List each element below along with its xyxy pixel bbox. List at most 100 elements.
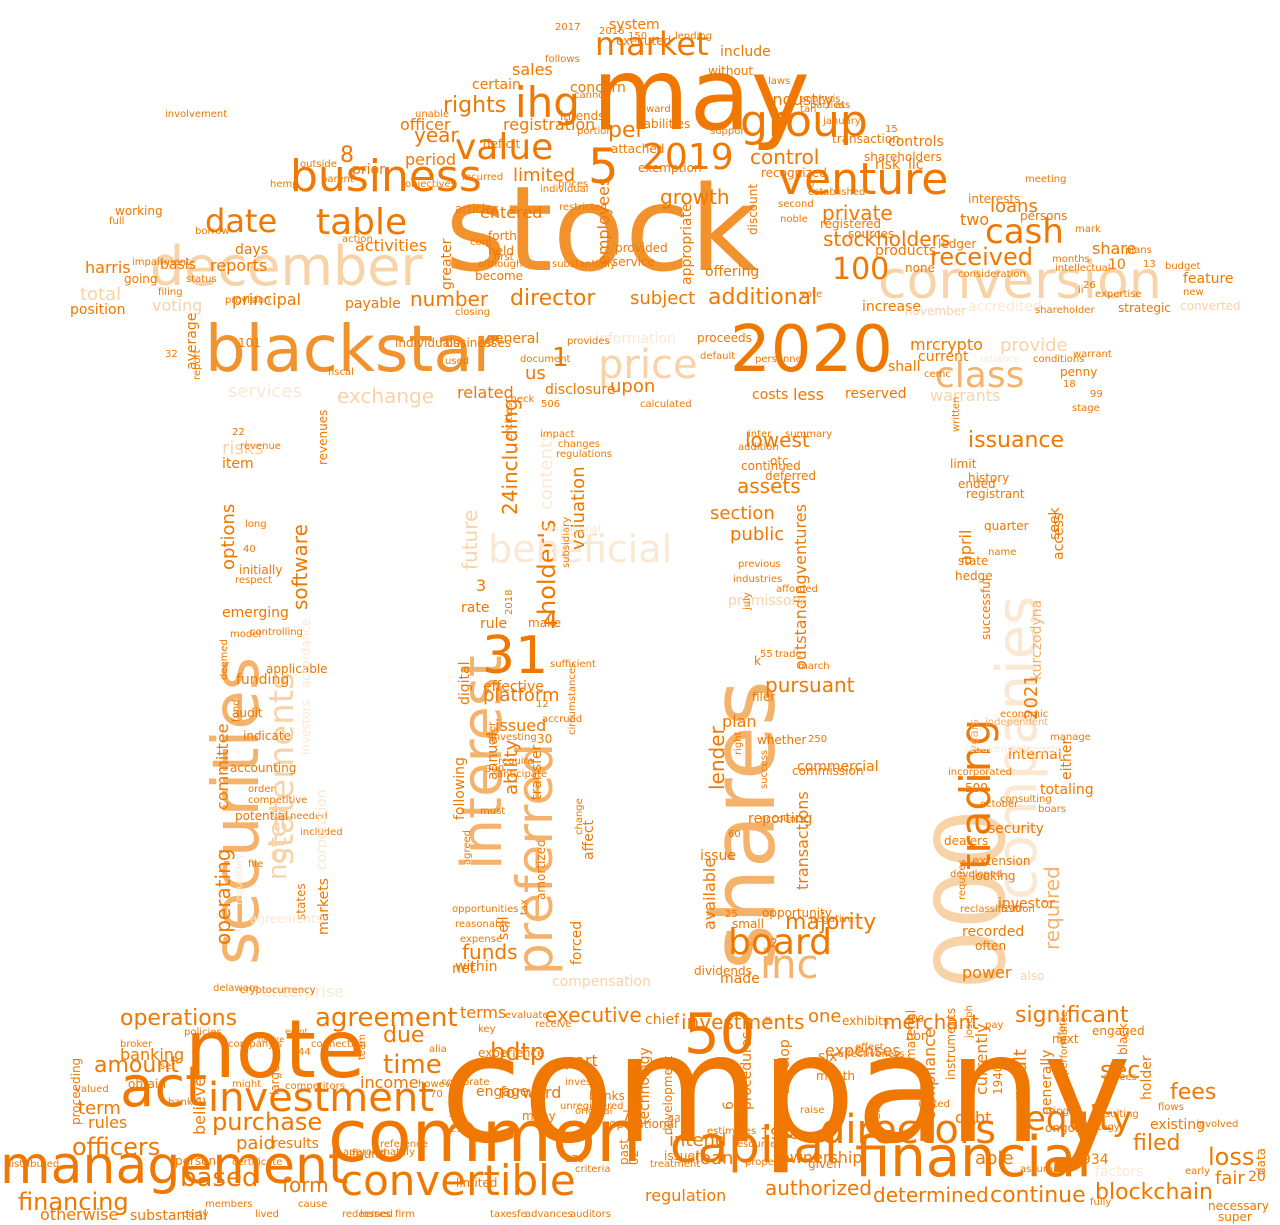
word-2016: 2016 [599, 26, 625, 37]
word-investor: investor [998, 896, 1055, 912]
word-6: 6 [721, 1101, 737, 1110]
word-investment: investment [208, 1075, 434, 1121]
word-plans: plans [1125, 245, 1152, 256]
word-laws: laws [768, 76, 791, 87]
word-name: name [988, 547, 1017, 558]
word-system: system [609, 17, 660, 33]
word-continue: continue [990, 1183, 1086, 1208]
word-found: found [352, 1147, 387, 1161]
word-personnel: personnel [755, 354, 805, 365]
word-31: 31 [482, 626, 549, 686]
word-due: due [383, 1023, 425, 1048]
word-initially: initially [239, 563, 283, 577]
word-action: action [342, 234, 373, 245]
word-investors: investors [299, 700, 313, 755]
word-18: 18 [1063, 379, 1076, 390]
word-44: 44 [298, 1047, 311, 1058]
word-regulatory: regulatory [234, 853, 245, 905]
word-reliance: reliance [980, 354, 1020, 365]
word-corp: corp [470, 237, 493, 248]
word-investing: investing [491, 732, 537, 743]
word-borrow: borrow [195, 226, 230, 237]
word-15: 15 [885, 124, 898, 135]
word-stock: stock [445, 160, 759, 298]
word-act: act [120, 1055, 208, 1120]
word-reports: reports [210, 256, 268, 275]
word-tan: tan [800, 104, 817, 115]
word-current: current [918, 349, 969, 365]
word-develop: develop [777, 1039, 793, 1095]
word-consulting: consulting [1000, 794, 1052, 805]
word-fair: fair [1215, 1168, 1245, 1189]
word-ats: ats [528, 1089, 544, 1100]
word-20: 20 [1248, 1169, 1266, 1185]
word-delaware: delaware [213, 983, 259, 994]
word-large: large [268, 1064, 282, 1095]
word-report: report [192, 349, 203, 380]
word-involvement: involvement [165, 109, 228, 120]
word-obtain: obtain [128, 1077, 166, 1091]
word-months: months [1052, 254, 1090, 265]
word-policies: policies [184, 1027, 222, 1038]
word-number: number [410, 287, 489, 311]
word-nature: nature [258, 1035, 285, 1044]
word-101: 101 [238, 336, 261, 350]
word-whether: whether [757, 733, 807, 747]
word-lending: lending [675, 31, 713, 42]
word-vote: vote [800, 289, 823, 300]
word-period: period [405, 150, 456, 169]
word-share: share [1092, 239, 1137, 258]
word-technology: technology [637, 1047, 653, 1125]
word-limit: limit [950, 457, 977, 471]
word-otc: otc [770, 454, 789, 468]
word-ats: ats [835, 100, 851, 111]
word-upon: upon [610, 376, 656, 397]
word-applicable: applicable [266, 662, 328, 676]
word-reclassification: reclassification [960, 904, 1035, 915]
word-held: held [488, 244, 514, 258]
word-evaluate: evaluate [505, 1010, 549, 1021]
word-k: k [754, 654, 761, 668]
word-strategic: strategic [1118, 301, 1171, 315]
word-provide: provide [1000, 335, 1068, 356]
word-total: total [80, 284, 122, 305]
word-harris: harris [85, 258, 131, 277]
word-100: 100 [832, 252, 890, 287]
word-amortized: amortized [534, 839, 548, 900]
word-fiscal: fiscal [328, 367, 354, 378]
word-needed: needed [290, 811, 328, 822]
word-300: 300 [485, 764, 505, 775]
word-restricted: restricted [559, 202, 607, 213]
word-otherwise: otherwise [40, 1205, 119, 1224]
word-filing: filing [158, 287, 183, 298]
word-warrant: warrant [1073, 349, 1112, 360]
word-b: b [808, 179, 815, 190]
word-400: 400 [905, 1014, 925, 1025]
word-using: using [1042, 1106, 1070, 1117]
word-recorded: recorded [962, 924, 1025, 940]
word-existing: existing [1150, 1117, 1205, 1133]
word-3: 3 [476, 576, 487, 595]
word-llc: llc [908, 157, 924, 173]
word-result: result [1010, 1049, 1031, 1100]
word-person: person [175, 1154, 217, 1168]
word-impairment: impairment [132, 257, 190, 268]
word-inc: inc [760, 942, 819, 988]
word-basis: basis [160, 257, 196, 273]
word-banking: banking [120, 1045, 185, 1064]
word-document: document [520, 354, 571, 365]
word-calculated: calculated [640, 399, 692, 410]
word-issued: issued [495, 716, 547, 735]
word-procedures: procedures [739, 1031, 755, 1110]
word-cash: cash [985, 212, 1064, 252]
word-part: part [565, 1051, 598, 1070]
word-continued: continued [741, 459, 801, 473]
word-developed: developed [950, 869, 1003, 880]
word-competitors: competitors [285, 1081, 345, 1092]
word-internal: internal [1008, 747, 1062, 763]
word-looking: looking [972, 869, 1016, 883]
word-blockchain: blockchain [1095, 1180, 1213, 1205]
word-deferred: deferred [765, 469, 816, 483]
word-executed: executed [616, 34, 672, 48]
word-connection: connection [311, 1039, 367, 1050]
